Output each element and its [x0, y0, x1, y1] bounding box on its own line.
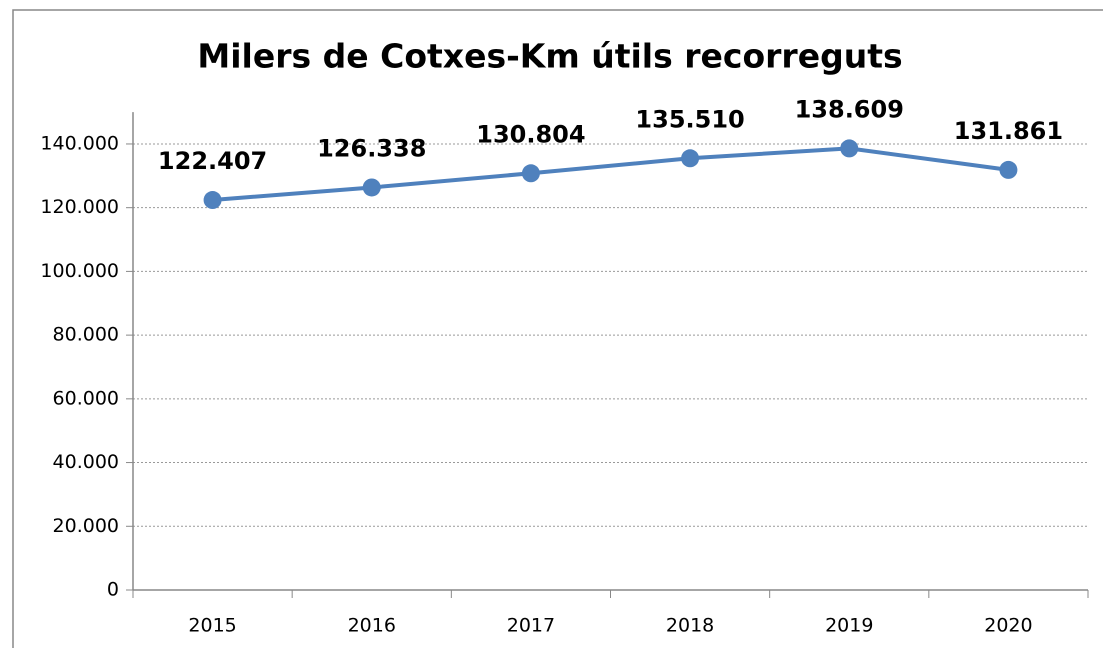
marker [681, 149, 700, 168]
x-tick-label: 2017 [507, 615, 555, 637]
marker [999, 160, 1018, 179]
marker [362, 178, 381, 197]
y-tick-label: 40.000 [53, 451, 119, 473]
data-label: 131.861 [954, 117, 1063, 145]
y-tick-label: 80.000 [53, 324, 119, 346]
y-tick-label: 140.000 [40, 132, 119, 154]
data-label: 126.338 [317, 134, 426, 162]
marker [521, 164, 540, 183]
x-tick-label: 2015 [188, 615, 236, 637]
y-tick-label: 100.000 [40, 260, 119, 282]
chart-title: Milers de Cotxes-Km útils recorreguts [197, 37, 902, 76]
marker [203, 191, 222, 210]
y-tick-label: 120.000 [40, 196, 119, 218]
x-tick-label: 2020 [984, 615, 1032, 637]
marker [840, 139, 859, 158]
x-tick-label: 2018 [666, 615, 714, 637]
data-label: 138.609 [795, 95, 904, 123]
chart-border [12, 9, 1103, 648]
data-label: 130.804 [476, 120, 585, 148]
data-label: 135.510 [635, 105, 744, 133]
x-tick-label: 2016 [348, 615, 396, 637]
y-tick-label: 60.000 [53, 387, 119, 409]
data-label: 122.407 [158, 147, 267, 175]
y-tick-label: 0 [107, 579, 119, 601]
x-tick-label: 2019 [825, 615, 873, 637]
y-tick-label: 20.000 [53, 515, 119, 537]
line [212, 146, 1009, 203]
